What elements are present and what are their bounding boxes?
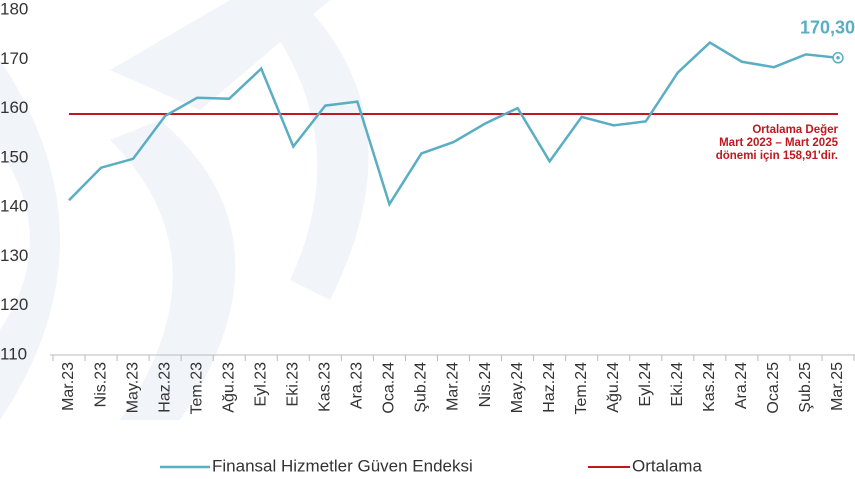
- x-tick-label: Haz.24: [541, 362, 558, 413]
- x-tick-label: Oca.25: [765, 362, 782, 414]
- x-tick-label: Şub.24: [413, 362, 430, 413]
- legend-label: Finansal Hizmetler Güven Endeksi: [212, 456, 473, 475]
- y-tick-label: 180: [0, 0, 28, 18]
- x-tick-label: Mar.24: [445, 362, 462, 411]
- x-tick-label: Nis.23: [92, 362, 109, 407]
- legend-label: Ortalama: [632, 456, 702, 475]
- x-tick-label: Eyl.24: [637, 362, 654, 407]
- x-tick-label: Eki.23: [285, 362, 302, 407]
- background-decoration: [0, 0, 369, 420]
- x-tick-label: Mar.25: [829, 362, 846, 411]
- series-line: [68, 40, 839, 208]
- x-tick-label: Ara.24: [733, 362, 750, 409]
- y-tick-label: 160: [0, 98, 28, 117]
- annotation: dönemi için 158,91'dir.: [716, 150, 838, 162]
- x-tick-label: Nis.24: [477, 362, 494, 407]
- x-tick-label: Eyl.23: [252, 362, 269, 407]
- x-tick-label: Kas.24: [701, 362, 718, 412]
- annotation: Mart 2023 – Mart 2025: [719, 137, 839, 149]
- end-marker-dot: [836, 56, 840, 60]
- y-tick-label: 150: [0, 147, 28, 166]
- x-tick-label: Tem.24: [573, 362, 590, 415]
- y-tick-label: 130: [0, 246, 28, 265]
- x-tick-label: May.23: [124, 362, 141, 413]
- x-tick-label: Ağu.24: [605, 362, 622, 413]
- y-tick-label: 120: [0, 295, 28, 314]
- x-tick-label: Şub.25: [797, 362, 814, 413]
- x-tick-label: Tem.23: [188, 362, 205, 415]
- x-tick-label: Eki.24: [669, 362, 686, 407]
- x-tick-label: Mar.23: [60, 362, 77, 411]
- x-tick-label: Haz.23: [156, 362, 173, 413]
- y-tick-label: 170: [0, 49, 28, 68]
- x-tick-label: Ağu.23: [220, 362, 237, 413]
- x-tick-label: Kas.23: [317, 362, 334, 412]
- y-tick-label: 110: [0, 344, 27, 363]
- y-tick-label: 140: [0, 197, 28, 216]
- x-tick-label: Ara.23: [349, 362, 366, 409]
- value-label: 170,30: [800, 18, 855, 38]
- x-tick-label: Oca.24: [381, 362, 398, 414]
- x-tick-label: May.24: [509, 362, 526, 413]
- annotation: Ortalama Değer: [752, 124, 838, 136]
